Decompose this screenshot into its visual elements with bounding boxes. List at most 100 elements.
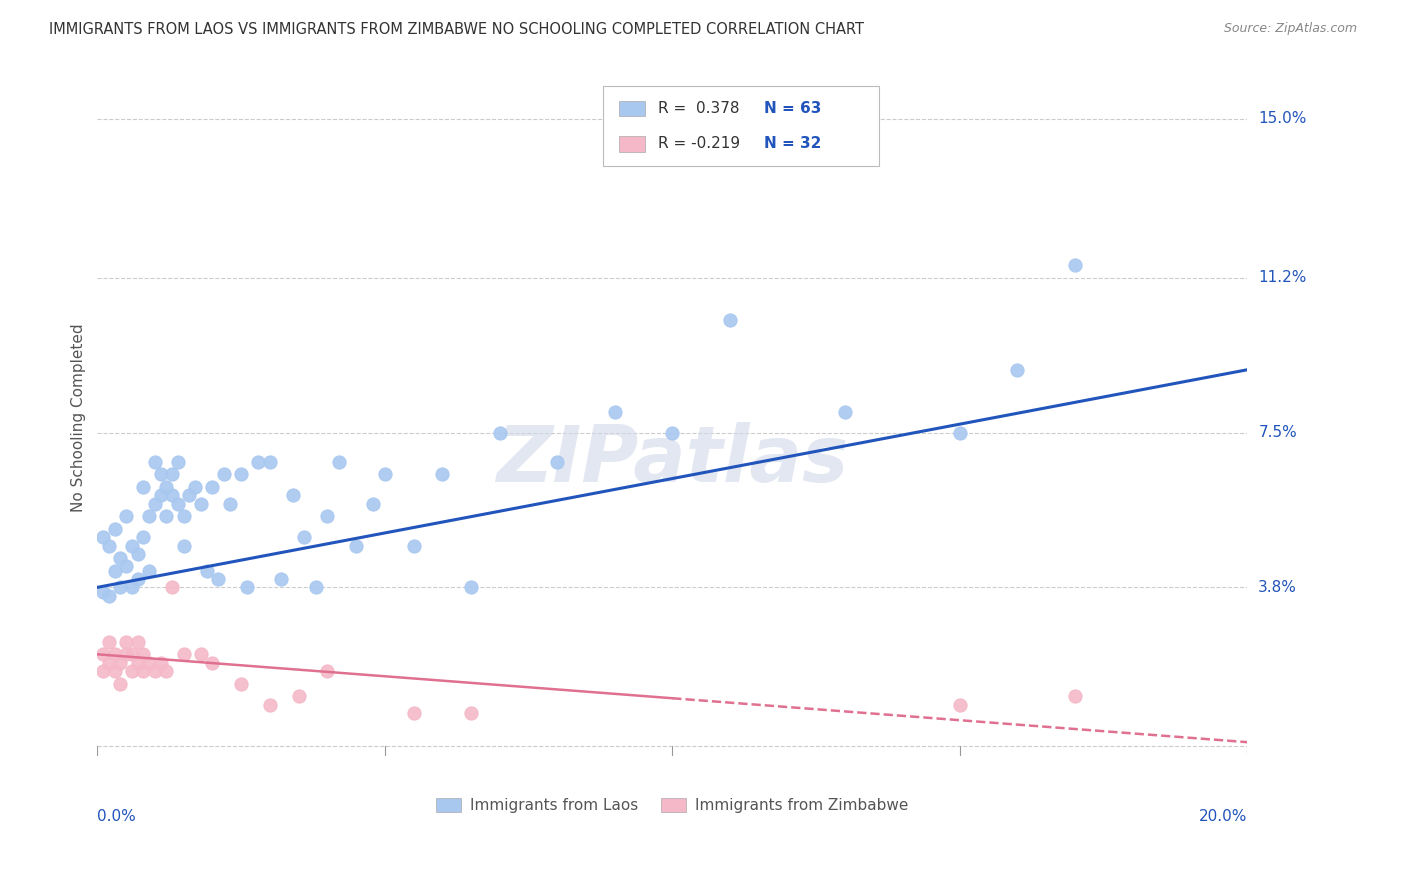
Point	[149, 656, 172, 670]
Point	[173, 539, 195, 553]
Point	[949, 698, 972, 712]
Point	[97, 589, 120, 603]
Point	[546, 455, 568, 469]
Point	[155, 664, 177, 678]
Point	[121, 664, 143, 678]
Point	[292, 530, 315, 544]
Point	[121, 580, 143, 594]
Point	[229, 467, 252, 482]
Point	[305, 580, 328, 594]
Point	[160, 488, 183, 502]
Point	[661, 425, 683, 440]
Point	[344, 539, 367, 553]
Point	[218, 497, 240, 511]
Point	[173, 648, 195, 662]
Point	[201, 480, 224, 494]
Point	[316, 509, 339, 524]
Point	[104, 664, 127, 678]
Point	[402, 539, 425, 553]
Point	[138, 656, 160, 670]
Text: Source: ZipAtlas.com: Source: ZipAtlas.com	[1223, 22, 1357, 36]
Point	[207, 572, 229, 586]
Text: 7.5%: 7.5%	[1258, 425, 1296, 440]
Point	[316, 664, 339, 678]
Point	[328, 455, 350, 469]
Point	[149, 488, 172, 502]
Text: 11.2%: 11.2%	[1258, 270, 1306, 285]
Text: 0.0%: 0.0%	[97, 809, 136, 824]
Point	[97, 656, 120, 670]
Point	[110, 656, 132, 670]
Point	[155, 509, 177, 524]
Point	[149, 467, 172, 482]
Point	[132, 480, 155, 494]
Point	[190, 648, 212, 662]
Point	[132, 664, 155, 678]
Point	[91, 648, 114, 662]
Point	[127, 572, 149, 586]
Point	[460, 706, 482, 720]
Text: 20.0%: 20.0%	[1199, 809, 1247, 824]
Point	[460, 580, 482, 594]
Point	[363, 497, 385, 511]
Point	[104, 648, 127, 662]
Point	[190, 497, 212, 511]
Point	[115, 634, 138, 648]
Point	[127, 656, 149, 670]
Point	[949, 425, 972, 440]
Text: R =  0.378: R = 0.378	[658, 101, 740, 116]
Point	[184, 480, 207, 494]
Point	[160, 580, 183, 594]
Text: 15.0%: 15.0%	[1258, 112, 1306, 127]
Point	[173, 509, 195, 524]
Bar	[620, 136, 645, 152]
Text: IMMIGRANTS FROM LAOS VS IMMIGRANTS FROM ZIMBABWE NO SCHOOLING COMPLETED CORRELAT: IMMIGRANTS FROM LAOS VS IMMIGRANTS FROM …	[49, 22, 865, 37]
Point	[1063, 689, 1085, 703]
Point	[270, 572, 292, 586]
Bar	[620, 101, 645, 116]
Point	[115, 509, 138, 524]
Text: N = 32: N = 32	[765, 136, 821, 152]
Point	[166, 455, 188, 469]
Point	[195, 564, 218, 578]
Point	[138, 509, 160, 524]
Bar	[603, 86, 879, 166]
Point	[603, 404, 626, 418]
Point	[110, 580, 132, 594]
Point	[91, 664, 114, 678]
Text: 3.8%: 3.8%	[1258, 580, 1298, 595]
Text: N = 63: N = 63	[765, 101, 821, 116]
Point	[229, 676, 252, 690]
Point	[160, 467, 183, 482]
Point	[110, 676, 132, 690]
Point	[127, 634, 149, 648]
Point	[97, 634, 120, 648]
Point	[402, 706, 425, 720]
Point	[110, 551, 132, 566]
Point	[91, 530, 114, 544]
Point	[179, 488, 201, 502]
Point	[201, 656, 224, 670]
Point	[1005, 363, 1028, 377]
Point	[132, 530, 155, 544]
Point	[121, 539, 143, 553]
Point	[374, 467, 396, 482]
Point	[1063, 258, 1085, 272]
Point	[121, 648, 143, 662]
Point	[104, 564, 127, 578]
Point	[138, 564, 160, 578]
Point	[212, 467, 235, 482]
Point	[287, 689, 309, 703]
Text: ZIPatlas: ZIPatlas	[496, 422, 848, 498]
Point	[104, 522, 127, 536]
Point	[236, 580, 259, 594]
Y-axis label: No Schooling Completed: No Schooling Completed	[72, 324, 86, 512]
Point	[143, 664, 166, 678]
Point	[834, 404, 856, 418]
Point	[718, 312, 741, 326]
Point	[115, 559, 138, 574]
Point	[281, 488, 304, 502]
Point	[488, 425, 510, 440]
Point	[127, 547, 149, 561]
Point	[155, 480, 177, 494]
